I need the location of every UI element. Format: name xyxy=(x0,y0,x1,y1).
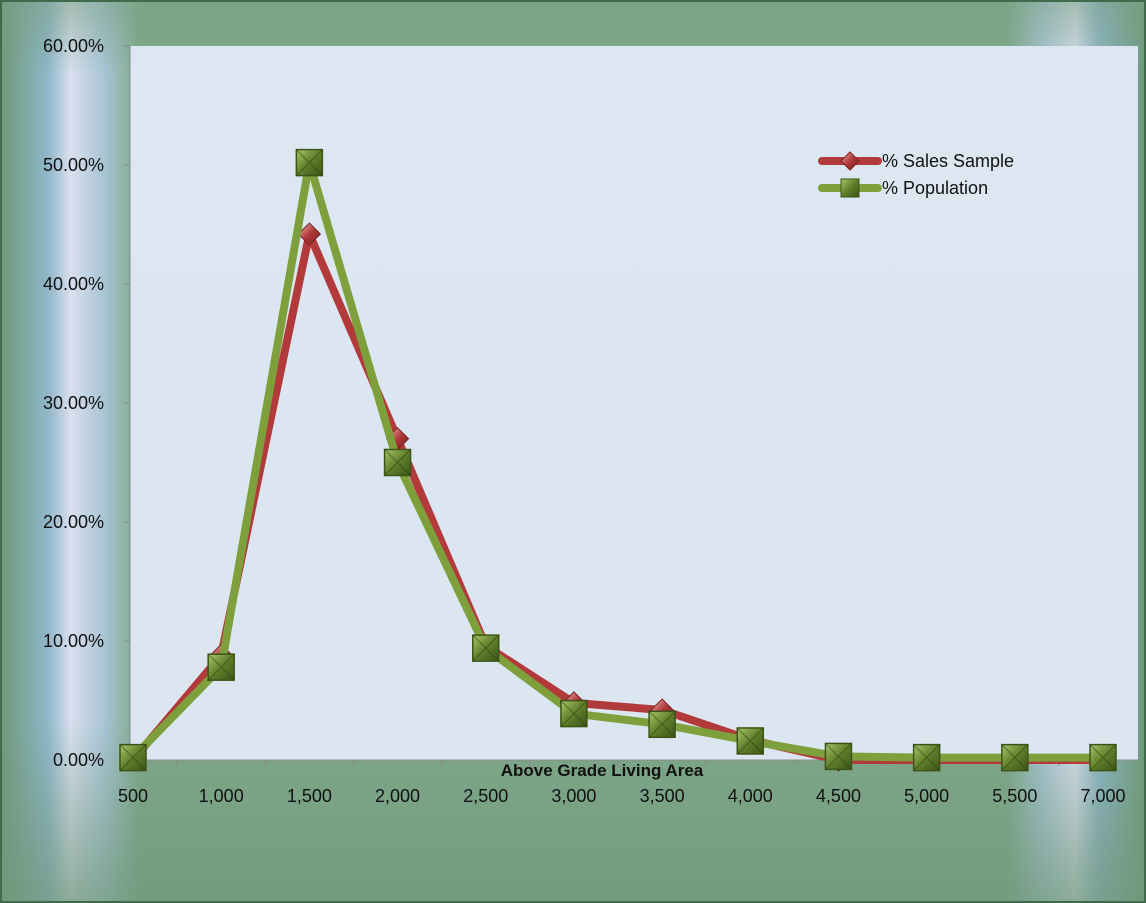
x-tick-label: 3,500 xyxy=(640,786,685,806)
y-tick-label: 30.00% xyxy=(43,393,104,413)
series-line xyxy=(129,158,1107,762)
data-point-bevel xyxy=(472,634,500,662)
x-tick-label: 500 xyxy=(118,786,148,806)
x-tick-label: 2,000 xyxy=(375,786,420,806)
x-tick-label: 2,500 xyxy=(463,786,508,806)
x-tick-label: 5,000 xyxy=(904,786,949,806)
legend-entry: % Population xyxy=(818,178,988,198)
y-tick-label: 40.00% xyxy=(43,274,104,294)
y-tick-label: 10.00% xyxy=(43,631,104,651)
series-population xyxy=(119,148,1117,772)
data-point-bevel xyxy=(1089,744,1117,771)
y-tick-label: 50.00% xyxy=(43,155,104,175)
legend-label: % Sales Sample xyxy=(882,151,1014,171)
y-tick-label: 60.00% xyxy=(43,36,104,56)
data-point-bevel xyxy=(1001,744,1029,771)
y-tick-label: 0.00% xyxy=(53,750,104,770)
x-tick-label: 5,500 xyxy=(992,786,1037,806)
data-point-bevel xyxy=(913,744,940,771)
axes: 0.00% 10.00% 20.00% 30.00% 40.00% 50.00% 60.00… xyxy=(43,36,1138,806)
data-point-bevel xyxy=(384,449,411,476)
data-point-bevel xyxy=(648,710,676,738)
legend-label: % Population xyxy=(882,178,988,198)
legend-marker-diamond xyxy=(840,151,860,171)
data-point-bevel xyxy=(560,700,588,727)
data-point-bevel xyxy=(825,743,852,770)
x-tick-label: 4,000 xyxy=(728,786,773,806)
series-layer xyxy=(119,148,1117,772)
data-point-diamond xyxy=(297,222,322,246)
legend: % Sales Sample % Population xyxy=(818,151,1014,198)
data-point-bevel xyxy=(736,727,764,755)
x-tick-label: 4,500 xyxy=(816,786,861,806)
legend-marker-square xyxy=(840,178,860,198)
data-point-bevel xyxy=(296,149,323,176)
x-axis-title: Above Grade Living Area xyxy=(501,761,704,780)
data-point-bevel xyxy=(207,653,235,681)
y-tick-label: 20.00% xyxy=(43,512,104,532)
x-tick-label: 1,000 xyxy=(199,786,244,806)
x-tick-label: 7,000 xyxy=(1080,786,1125,806)
data-point-bevel xyxy=(119,744,147,771)
x-tick-label: 3,000 xyxy=(551,786,596,806)
legend-entry: % Sales Sample xyxy=(818,151,1014,171)
x-tick-label: 1,500 xyxy=(287,786,332,806)
